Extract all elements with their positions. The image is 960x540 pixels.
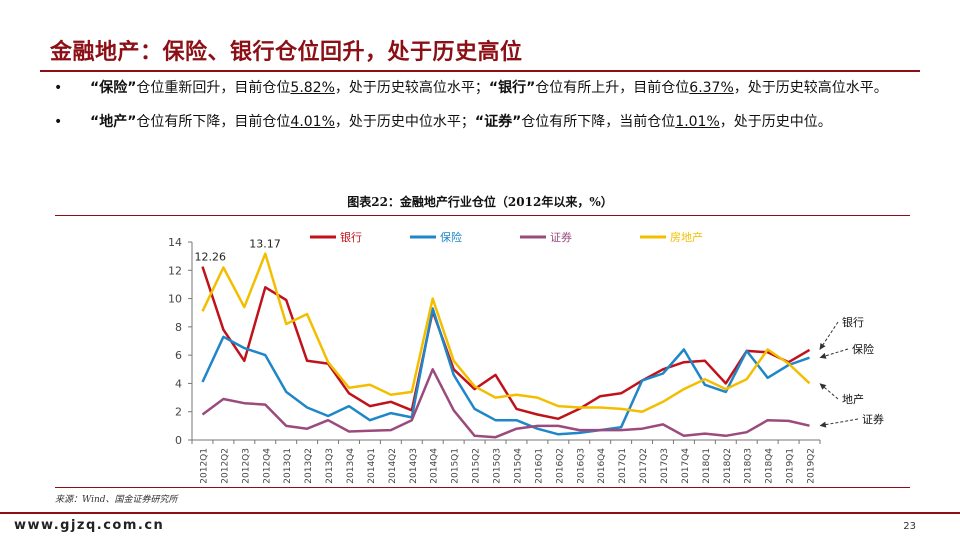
y-tick-label: 14	[168, 236, 182, 249]
page-number: 23	[903, 521, 916, 532]
callout-arrowhead-icon	[819, 421, 827, 428]
bullet-dot-icon: •	[54, 80, 63, 96]
x-tick-label: 2012Q1	[199, 448, 209, 484]
x-tick-label: 2014Q2	[388, 448, 398, 484]
end-label: 证券	[862, 412, 884, 426]
x-tick-label: 2013Q3	[325, 448, 335, 484]
bullet-text: 仓位重新回升，目前仓位	[136, 80, 291, 96]
legend-label: 银行	[340, 230, 362, 244]
bullet-keyword: “保险”	[90, 80, 137, 96]
figure-bottom-divider	[55, 487, 910, 488]
x-tick-label: 2012Q4	[262, 448, 272, 484]
data-label: 13.17	[249, 238, 281, 251]
x-tick-label: 2014Q3	[409, 448, 419, 484]
x-tick-label: 2012Q3	[241, 448, 251, 484]
data-label: 12.26	[194, 251, 226, 264]
x-tick-label: 2016Q2	[555, 448, 565, 484]
x-tick-label: 2017Q1	[618, 448, 628, 484]
page-title: 金融地产：保险、银行仓位回升，处于历史高位	[50, 40, 523, 65]
figure-top-divider	[55, 215, 910, 216]
x-tick-label: 2018Q4	[765, 448, 775, 484]
bullet-text: ，处于历史中位水平；	[334, 114, 475, 130]
x-tick-label: 2013Q1	[283, 448, 293, 484]
title-divider	[40, 70, 920, 72]
callout-arrowhead-icon	[819, 383, 827, 390]
figure-title: 图表22：金融地产行业仓位（2012年以来，%）	[347, 195, 613, 209]
footer-url[interactable]: www.gjzq.com.cn	[14, 518, 165, 533]
bullet-figure: 1.01%	[675, 114, 720, 130]
bullet-dot-icon: •	[54, 114, 63, 130]
bullet-figure: 6.37%	[689, 80, 734, 96]
bullet-text: 仓位有所上升，目前仓位	[535, 80, 690, 96]
end-label: 保险	[852, 342, 874, 356]
x-tick-label: 2015Q3	[493, 448, 503, 484]
x-tick-label: 2017Q2	[639, 448, 649, 484]
x-tick-label: 2013Q2	[304, 448, 314, 484]
callout-arrowhead-icon	[819, 352, 827, 359]
legend-label: 保险	[440, 230, 462, 244]
y-tick-label: 10	[168, 293, 182, 306]
x-tick-label: 2017Q3	[660, 448, 670, 484]
x-tick-label: 2016Q1	[534, 448, 544, 484]
y-tick-label: 0	[175, 434, 182, 447]
series-line-保险	[201, 307, 810, 436]
y-tick-label: 8	[175, 321, 182, 334]
x-tick-label: 2015Q1	[451, 448, 461, 484]
x-tick-label: 2018Q1	[702, 448, 712, 484]
y-tick-label: 6	[175, 349, 182, 362]
x-tick-label: 2016Q3	[576, 448, 586, 484]
bullet-item: • “保险”仓位重新回升，目前仓位5.82%，处于历史较高位水平；“银行”仓位有所…	[50, 76, 920, 100]
y-tick-label: 4	[175, 377, 182, 390]
series-line-证券	[201, 368, 810, 439]
series-line-银行	[201, 266, 811, 421]
legend-label: 房地产	[670, 230, 703, 244]
x-tick-label: 2013Q4	[346, 448, 356, 484]
x-tick-label: 2014Q4	[430, 448, 440, 484]
callout-arrowhead-icon	[819, 343, 826, 350]
x-tick-label: 2015Q4	[513, 448, 523, 484]
x-tick-label: 2019Q1	[786, 448, 796, 484]
y-tick-label: 2	[175, 406, 182, 419]
callout-arrow	[819, 418, 859, 427]
end-label: 银行	[842, 315, 864, 329]
x-tick-label: 2018Q2	[723, 448, 733, 484]
bullet-item: • “地产”仓位有所下降，目前仓位4.01%，处于历史中位水平；“证券”仓位有所下…	[50, 110, 920, 134]
bullet-figure: 5.82%	[290, 80, 335, 96]
summary-bullets: • “保险”仓位重新回升，目前仓位5.82%，处于历史较高位水平；“银行”仓位有所…	[50, 76, 920, 144]
source-note: 来源：Wind、国金证券研究所	[55, 495, 178, 505]
x-tick-label: 2019Q2	[807, 448, 817, 484]
bullet-keyword: “证券”	[474, 114, 522, 130]
series-line-房地产	[201, 252, 811, 413]
legend-label: 证券	[550, 230, 572, 244]
x-tick-label: 2017Q4	[681, 448, 691, 484]
x-tick-label: 2012Q2	[220, 448, 230, 484]
x-tick-label: 2015Q2	[472, 448, 482, 484]
end-label: 地产	[842, 392, 864, 406]
y-tick-label: 12	[168, 264, 182, 277]
footer-divider	[0, 512, 960, 514]
x-tick-label: 2018Q3	[744, 448, 754, 484]
x-tick-label: 2014Q1	[367, 448, 377, 484]
bullet-text: 仓位有所下降，当前仓位	[521, 114, 676, 130]
x-tick-label: 2016Q4	[597, 448, 607, 484]
bullet-text: 仓位有所下降，目前仓位	[136, 114, 291, 130]
bullet-text: ，处于历史较高位水平；	[334, 80, 489, 96]
bullet-text: ，处于历史中位。	[719, 114, 832, 130]
bullet-keyword: “银行”	[488, 80, 536, 96]
bullet-keyword: “地产”	[90, 114, 137, 130]
bullet-text: ，处于历史较高位水平。	[733, 80, 888, 96]
bullet-figure: 4.01%	[290, 114, 335, 130]
